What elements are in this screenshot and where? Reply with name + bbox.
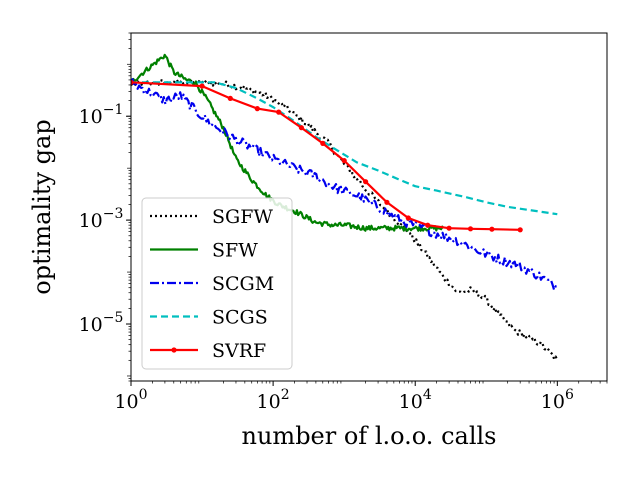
data-point-svrf <box>363 179 369 185</box>
data-point-svrf <box>425 222 431 228</box>
y-tick-label: 10−1 <box>79 102 124 128</box>
legend-marker-svrf <box>171 347 177 353</box>
x-axis-label: number of l.o.o. calls <box>242 422 497 450</box>
legend-label-svrf: SVRF <box>212 340 266 362</box>
data-point-svrf <box>467 226 474 232</box>
x-axis-ticks: 100 102 104 106 <box>114 381 608 413</box>
data-point-svrf <box>341 158 347 164</box>
x-tick-label: 106 <box>541 387 574 413</box>
legend-label-sgfw: SGFW <box>212 206 273 228</box>
series-line-svrf <box>131 81 521 231</box>
legend-label-sfw: SFW <box>212 240 258 262</box>
y-axis-label: optimality gap <box>28 119 56 294</box>
data-point-svrf <box>446 225 452 231</box>
data-point-svrf <box>405 215 411 221</box>
data-point-svrf <box>227 95 233 101</box>
series-line-scgm <box>131 78 559 291</box>
data-point-svrf <box>489 226 495 232</box>
legend-label-scgm: SCGM <box>212 273 274 295</box>
data-point-svrf <box>254 106 260 112</box>
plot-frame <box>130 32 608 382</box>
y-tick-label: 10−5 <box>79 310 124 336</box>
legend: SGFW SFW SCGM SCGS SVRF <box>141 197 293 370</box>
data-point-svrf <box>320 140 326 146</box>
data-point-svrf <box>131 79 134 85</box>
y-tick-label: 10−3 <box>79 206 124 232</box>
x-tick-label: 102 <box>257 387 290 413</box>
data-point-svrf <box>298 125 304 131</box>
data-point-svrf <box>276 109 282 115</box>
y-axis-ticks: 10−1 10−3 10−5 <box>79 32 131 382</box>
x-tick-label: 100 <box>114 387 147 413</box>
series-line-scgs <box>131 81 558 216</box>
legend-label-scgs: SCGS <box>212 307 268 329</box>
data-point-svrf <box>199 83 205 89</box>
data-point-svrf <box>384 199 390 205</box>
data-point-svrf <box>517 227 523 233</box>
legend-box <box>141 197 293 370</box>
x-tick-label: 104 <box>399 387 432 413</box>
